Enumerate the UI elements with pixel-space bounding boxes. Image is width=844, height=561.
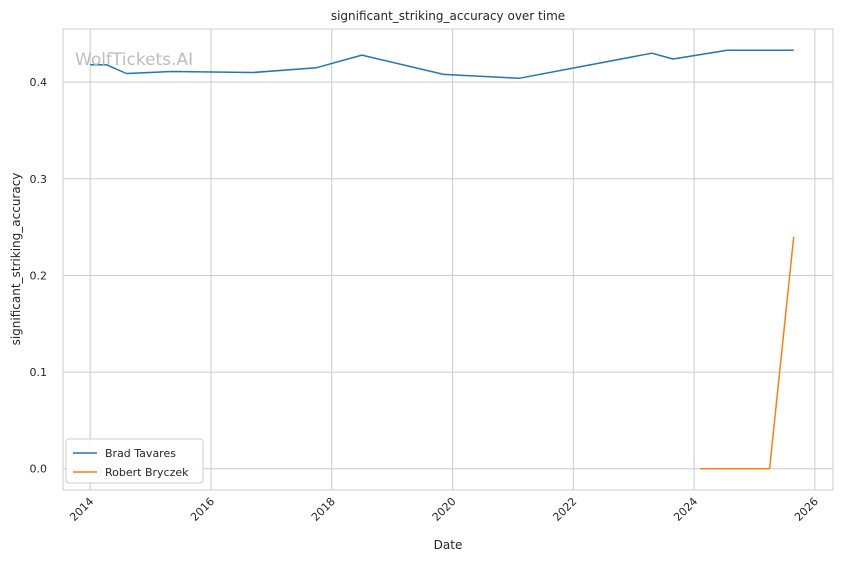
grid [63, 29, 833, 490]
y-axis-title: significant_striking_accuracy [9, 173, 23, 346]
x-tick-label: 2018 [309, 495, 338, 524]
legend: Brad Tavares Robert Bryczek [65, 438, 204, 484]
y-tick-label: 0.1 [30, 366, 48, 379]
x-tick-label: 2026 [792, 495, 821, 524]
y-tick-label: 0.3 [30, 173, 48, 186]
x-tick-label: 2022 [550, 495, 579, 524]
x-tick-label: 2020 [430, 495, 459, 524]
x-tick-label: 2016 [188, 495, 217, 524]
watermark: WolfTickets.AI [75, 50, 193, 70]
chart-title: significant_striking_accuracy over time [331, 9, 565, 23]
series-line-brad-tavares [90, 49, 794, 80]
y-tick-label: 0.2 [30, 269, 48, 282]
legend-label-robert-bryczek: Robert Bryczek [105, 466, 189, 479]
legend-label-brad-tavares: Brad Tavares [105, 447, 176, 460]
series-line-robert-bryczek [700, 236, 795, 470]
series-layer [90, 49, 795, 470]
x-tick-label: 2014 [67, 495, 96, 524]
plot-area [62, 28, 834, 491]
x-tick-label: 2024 [671, 495, 700, 524]
y-tick-label: 0.0 [30, 463, 48, 476]
y-tick-label: 0.4 [30, 76, 48, 89]
x-axis-title: Date [434, 538, 463, 552]
legend-box [65, 438, 204, 484]
